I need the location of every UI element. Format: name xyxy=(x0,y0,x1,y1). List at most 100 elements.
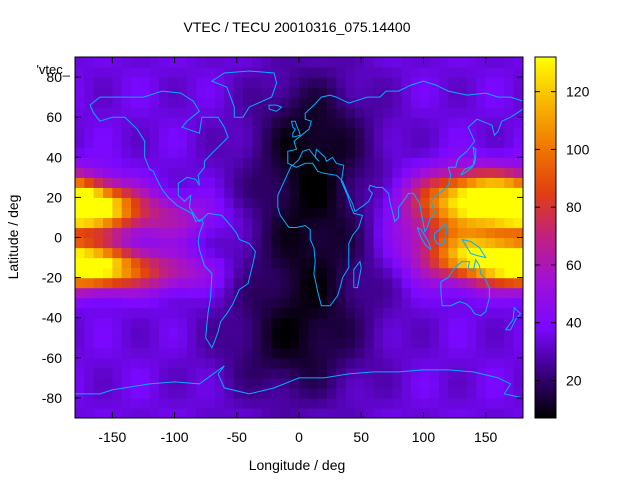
heatmap-cell xyxy=(504,87,515,98)
colorbar xyxy=(534,56,557,419)
heatmap-cell xyxy=(187,147,197,158)
heatmap-cell xyxy=(196,377,207,389)
heatmap-cell xyxy=(401,97,412,108)
heatmap-cell xyxy=(299,137,309,148)
heatmap-cell xyxy=(457,337,468,349)
heatmap-cell xyxy=(289,307,300,319)
heatmap-cell xyxy=(187,157,197,168)
heatmap-cell xyxy=(317,67,328,78)
heatmap-cell xyxy=(476,237,487,249)
heatmap-cell xyxy=(289,117,300,128)
heatmap-cell xyxy=(131,397,141,409)
heatmap-cell xyxy=(261,267,272,279)
heatmap-cell xyxy=(495,97,505,108)
heatmap-cell xyxy=(121,407,132,418)
heatmap-cell xyxy=(233,197,244,209)
heatmap-cell xyxy=(205,117,216,128)
heatmap-cell xyxy=(93,227,104,239)
heatmap-cell xyxy=(355,97,365,108)
heatmap-cell xyxy=(392,287,403,299)
heatmap-cell xyxy=(233,177,244,188)
heatmap-cell xyxy=(93,247,104,259)
heatmap-cell xyxy=(196,77,207,88)
heatmap-cell xyxy=(261,217,272,229)
heatmap-cell xyxy=(205,217,216,229)
coastline-iceland xyxy=(268,104,283,112)
heatmap-cell xyxy=(215,207,225,219)
heatmap-cell xyxy=(75,177,85,188)
heatmap-cell xyxy=(93,127,104,138)
heatmap-cell xyxy=(121,397,132,409)
heatmap-cell xyxy=(121,297,132,309)
heatmap-cell xyxy=(439,357,449,369)
heatmap-cell xyxy=(336,237,347,249)
heatmap-cell xyxy=(513,77,523,88)
heatmap-cell xyxy=(401,77,412,88)
heatmap-cell xyxy=(364,67,375,78)
heatmap-cell xyxy=(112,387,123,399)
heatmap-cell xyxy=(149,107,160,118)
heatmap-cell xyxy=(327,167,337,178)
heatmap-cell xyxy=(168,337,179,349)
heatmap-cell xyxy=(327,207,337,219)
heatmap-cell xyxy=(345,337,356,349)
heatmap-cell xyxy=(112,87,123,98)
heatmap-cell xyxy=(420,197,431,209)
heatmap-cell xyxy=(84,87,95,98)
heatmap-cell xyxy=(392,357,403,369)
heatmap-cell xyxy=(467,187,477,198)
heatmap-cell xyxy=(513,267,523,279)
heatmap-cell xyxy=(289,77,300,88)
heatmap-cell xyxy=(261,297,272,309)
heatmap-cell xyxy=(504,147,515,158)
heatmap-cell xyxy=(224,327,235,339)
colorbar-tick-label: 60 xyxy=(566,257,582,273)
heatmap-cell xyxy=(495,197,505,209)
heatmap-cell xyxy=(485,117,496,128)
heatmap-cell xyxy=(224,397,235,409)
heatmap-cell xyxy=(467,257,477,269)
heatmap-cell xyxy=(504,387,515,399)
heatmap-cell xyxy=(252,197,263,209)
heatmap-cell xyxy=(476,167,487,178)
heatmap-cell xyxy=(215,227,225,239)
heatmap-cell xyxy=(233,377,244,389)
heatmap-cell xyxy=(252,277,263,289)
heatmap-cell xyxy=(280,227,291,239)
heatmap-cell xyxy=(215,337,225,349)
heatmap-cell xyxy=(317,377,328,389)
heatmap-cell xyxy=(224,307,235,319)
heatmap-cell xyxy=(457,147,468,158)
heatmap-cell xyxy=(392,77,403,88)
heatmap-cell xyxy=(485,367,496,379)
heatmap-cell xyxy=(373,307,384,319)
heatmap-cell xyxy=(392,237,403,249)
heatmap-cell xyxy=(261,347,272,359)
heatmap-cell xyxy=(233,327,244,339)
y-tick-label: 80 xyxy=(46,69,62,85)
heatmap-cell xyxy=(467,387,477,399)
heatmap-cell xyxy=(383,287,393,299)
heatmap-cell xyxy=(131,157,141,168)
heatmap-cell xyxy=(336,187,347,198)
heatmap-cell xyxy=(271,197,281,209)
heatmap-cell xyxy=(233,97,244,108)
colorbar-tick-label: 40 xyxy=(566,315,582,331)
heatmap-cell xyxy=(336,157,347,168)
heatmap-cell xyxy=(233,57,244,68)
heatmap-cell xyxy=(177,97,188,108)
heatmap-cell xyxy=(420,107,431,118)
heatmap-cell xyxy=(168,357,179,369)
heatmap-cell xyxy=(177,247,188,259)
heatmap-cell xyxy=(75,287,85,299)
heatmap-cell xyxy=(383,197,393,209)
heatmap-cell xyxy=(373,367,384,379)
heatmap-cell xyxy=(196,367,207,379)
heatmap-cell xyxy=(149,387,160,399)
heatmap-cell xyxy=(364,357,375,369)
heatmap-cell xyxy=(448,247,459,259)
heatmap-cell xyxy=(383,167,393,178)
heatmap-cell xyxy=(271,337,281,349)
heatmap-cell xyxy=(271,147,281,158)
